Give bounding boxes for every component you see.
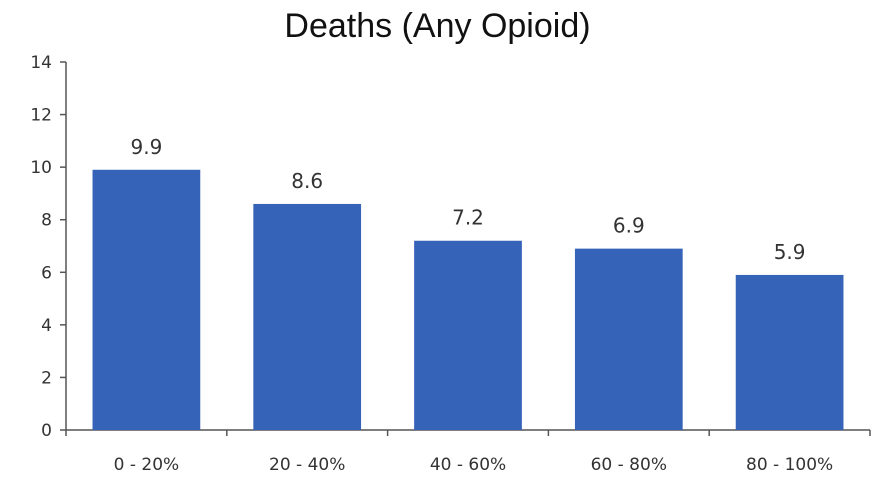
bar [92, 169, 201, 430]
data-label: 9.9 [130, 135, 162, 159]
chart-title: Deaths (Any Opioid) [284, 7, 591, 45]
x-category-label: 40 - 60% [430, 455, 506, 475]
data-label: 7.2 [452, 206, 484, 230]
data-label: 6.9 [613, 214, 645, 238]
y-tick-label: 12 [30, 106, 52, 126]
labels-group: 9.9 0 - 20% 8.6 20 - 40% 7.2 40 - 60% 6.9 60 - … [114, 135, 834, 475]
y-tick-label: 2 [41, 368, 52, 388]
bar [414, 240, 522, 430]
bar [574, 248, 683, 430]
bars-group [92, 169, 844, 430]
bar [253, 203, 362, 430]
y-tick-label: 8 [41, 211, 52, 231]
y-tick-label: 10 [30, 158, 52, 178]
y-tick-label: 6 [41, 263, 52, 283]
data-label: 5.9 [774, 240, 806, 264]
y-tick-label: 4 [41, 316, 52, 336]
x-category-label: 20 - 40% [269, 455, 345, 475]
bar [735, 274, 844, 430]
y-tick-label: 14 [30, 53, 52, 73]
x-category-label: 60 - 80% [591, 455, 667, 475]
y-tick-label: 0 [41, 421, 52, 441]
x-category-label: 80 - 100% [746, 455, 833, 475]
x-category-label: 0 - 20% [114, 455, 180, 475]
data-label: 8.6 [291, 169, 323, 193]
